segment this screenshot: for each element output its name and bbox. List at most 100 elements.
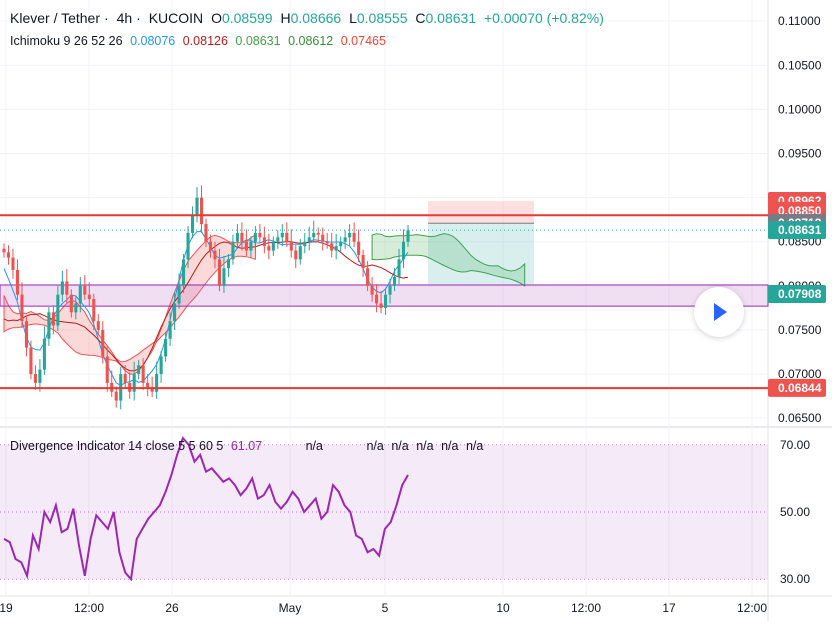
candle-body (307, 237, 311, 242)
candle (406, 224, 410, 248)
candle-body (280, 232, 284, 238)
candle (307, 226, 311, 251)
candle (65, 269, 69, 304)
candle (244, 229, 248, 256)
candle-body (258, 232, 262, 238)
candle (361, 249, 365, 278)
candle-body (2, 248, 6, 253)
play-button[interactable] (694, 287, 744, 337)
candle-body (388, 285, 392, 295)
candle-body (357, 241, 361, 255)
divergence-label[interactable]: Divergence Indicator 14 close 5 5 60 5 (10, 439, 224, 453)
candle-body (29, 347, 33, 375)
exchange-label: KUCOIN (148, 10, 204, 26)
candle-body (164, 338, 168, 357)
price-label-bg (768, 284, 826, 303)
candle (101, 321, 105, 364)
candle-body (123, 374, 127, 383)
play-icon (714, 303, 727, 321)
candle-body (24, 321, 28, 348)
candle (105, 345, 109, 392)
candle (321, 227, 325, 251)
candle-body (208, 241, 213, 251)
candle-body (334, 246, 338, 251)
divergence-indicator-pane: 70.00 50.00 30.00 (0, 436, 810, 586)
candle-body (96, 321, 100, 330)
candle-body (303, 241, 307, 247)
time-tick-label: 12:00 (571, 601, 601, 615)
candle-body (289, 241, 293, 251)
divergence-legend[interactable]: Divergence Indicator 14 close 5 5 60 5 6… (10, 439, 487, 453)
candle-body (159, 356, 163, 375)
candle-body (204, 224, 208, 242)
candle (83, 275, 87, 300)
candle-body (199, 197, 204, 225)
candle-body (146, 382, 150, 388)
long-position-tool (428, 201, 534, 285)
ichimoku-label[interactable]: Ichimoku 9 26 52 26 (10, 34, 123, 48)
candle (24, 315, 28, 357)
candle (226, 254, 230, 278)
candle (2, 243, 6, 258)
candle-body (177, 285, 181, 304)
candle (190, 206, 195, 239)
candle-body (56, 294, 60, 326)
candle-body (406, 230, 410, 242)
candle (51, 305, 55, 335)
candle (339, 236, 343, 252)
price-label-text: 0.08631 (778, 223, 822, 237)
candle (253, 225, 257, 251)
symbol-name[interactable]: Klever / Tether (10, 10, 101, 26)
price-tick-label: 0.07000 (778, 367, 822, 381)
time-tick-label: 5 (382, 601, 389, 615)
candle-body (226, 259, 230, 269)
candle (294, 245, 298, 269)
candle (384, 289, 388, 315)
candle (74, 296, 78, 320)
time-tick-label: 12:00 (74, 601, 104, 615)
candle-body (352, 232, 356, 242)
ichimoku-base-value: 0.08126 (182, 34, 228, 48)
support-zone (0, 284, 769, 307)
candle (6, 245, 11, 265)
price-label-text: 0.07908 (778, 287, 822, 301)
candle (235, 224, 239, 249)
candle-body (78, 285, 82, 304)
candle (330, 232, 334, 258)
candle-body (137, 365, 141, 375)
high-label: H (280, 10, 291, 26)
candle-body (379, 303, 383, 308)
candle (343, 230, 347, 249)
candle (267, 233, 271, 260)
candle (29, 340, 33, 380)
candle (123, 365, 127, 389)
divergence-na-5: n/a (441, 439, 459, 453)
open-value: 0.08599 (221, 10, 273, 26)
candle (392, 268, 397, 292)
candle (159, 351, 163, 383)
time-tick-label: May (279, 601, 302, 615)
ichimoku-conversion-value: 0.08076 (130, 34, 176, 48)
close-label: C (415, 10, 426, 26)
ichimoku-legend[interactable]: Ichimoku 9 26 52 26 0.08076 0.08126 0.08… (10, 34, 390, 48)
candle-body (60, 281, 64, 295)
candle-body (92, 299, 96, 322)
candle-body (348, 232, 352, 238)
interval-label[interactable]: 4h (116, 10, 133, 26)
price-tick-label: 0.11000 (778, 14, 821, 28)
candle-body (222, 268, 226, 286)
divergence-na-3: n/a (391, 439, 409, 453)
candle-body (249, 241, 253, 251)
candle-body (401, 241, 406, 260)
ichimoku-cloud (3, 233, 526, 375)
candle-body (150, 387, 154, 392)
candle (33, 365, 37, 390)
candle-body (235, 232, 239, 242)
rsi-tick-label: 30.00 (780, 572, 810, 586)
trade-target-area (428, 201, 534, 224)
candle-body (298, 246, 302, 260)
candle-body (325, 241, 329, 244)
